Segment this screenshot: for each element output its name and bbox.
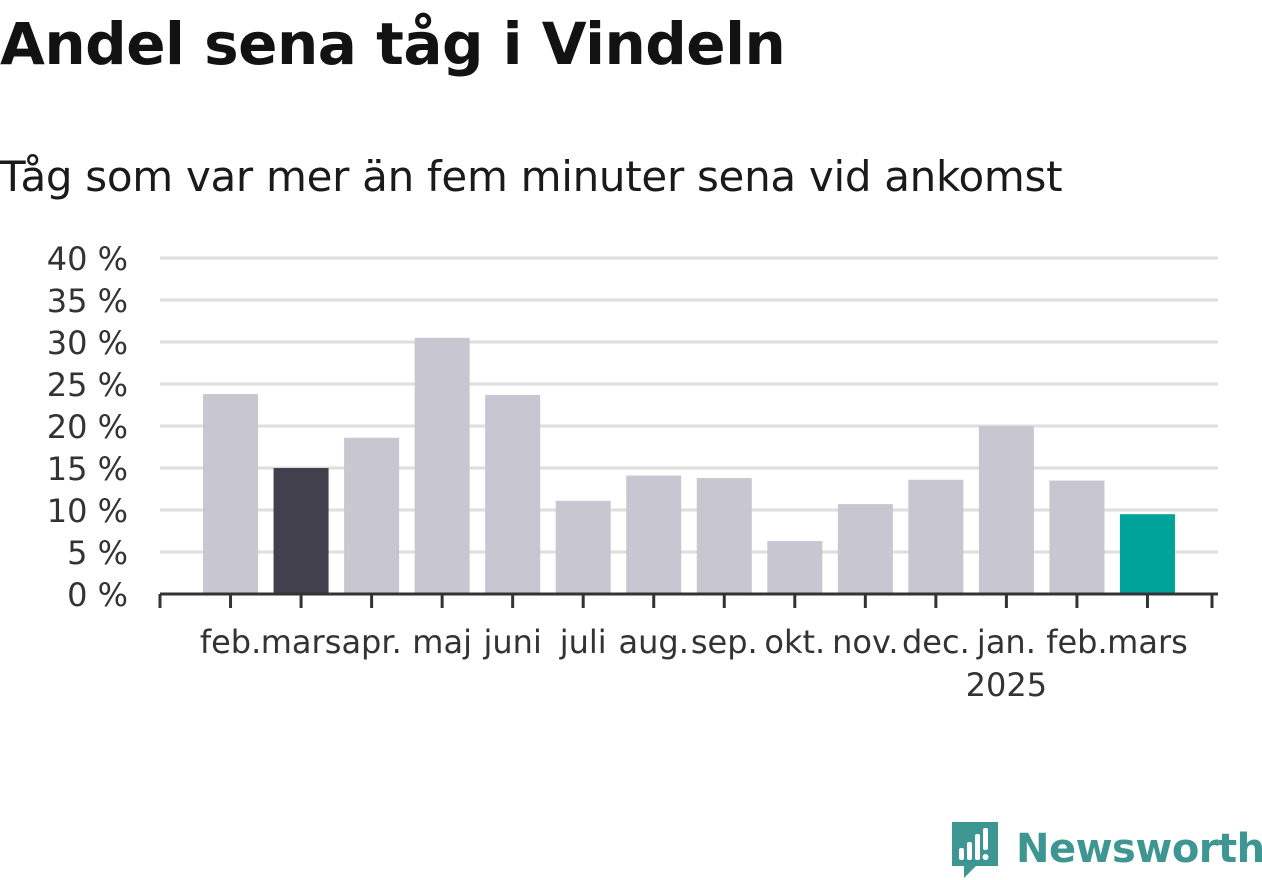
x-tick-label: feb.	[1046, 623, 1107, 661]
x-tick-label: juli	[559, 623, 607, 661]
chart-subtitle: Tåg som var mer än fem minuter sena vid …	[0, 152, 1063, 201]
x-tick-label: apr.	[341, 623, 401, 661]
y-tick-label: 5 %	[67, 534, 128, 572]
bar	[626, 475, 682, 594]
bar	[767, 541, 823, 594]
bar	[837, 504, 893, 594]
x-tick-label: mars	[1107, 623, 1188, 661]
bar	[273, 468, 329, 594]
bar	[1049, 480, 1105, 594]
y-axis-tick-labels: 0 % 5 % 10 % 15 % 20 % 25 % 30 % 35 % 40 %	[47, 240, 128, 614]
x-tick-label: mars	[261, 623, 342, 661]
newsworthy-logo-icon	[952, 822, 998, 878]
bar	[978, 426, 1034, 594]
y-tick-label: 40 %	[47, 240, 128, 278]
bar	[908, 479, 964, 594]
x-tick-label: juni	[482, 623, 541, 661]
x-tick-label: sep.	[691, 623, 758, 661]
x-axis-tick-labels: feb. mars apr. maj juni juli aug. sep. okt. nov. d…	[200, 623, 1188, 704]
bar	[1119, 514, 1175, 594]
bar	[414, 337, 470, 594]
newsworthy-logo: Newsworthy	[950, 818, 1262, 880]
x-tick-label: maj	[412, 623, 472, 661]
chart-title: Andel sena tåg i Vindeln	[0, 10, 786, 78]
x-tick-year-label: 2025	[966, 666, 1047, 704]
bars	[203, 337, 1175, 594]
bar	[344, 437, 400, 594]
x-axis	[158, 592, 1218, 608]
y-tick-label: 25 %	[47, 366, 128, 404]
x-tick-label: nov.	[832, 623, 898, 661]
bar	[203, 394, 259, 594]
x-tick-label: okt.	[764, 623, 825, 661]
gridlines	[160, 256, 1218, 554]
x-tick-label: jan.	[976, 623, 1036, 661]
y-tick-label: 20 %	[47, 408, 128, 446]
y-tick-label: 15 %	[47, 450, 128, 488]
bar	[555, 500, 611, 594]
y-tick-label: 30 %	[47, 324, 128, 362]
bar	[485, 394, 541, 594]
x-tick-label: dec.	[902, 623, 970, 661]
y-tick-label: 35 %	[47, 282, 128, 320]
x-tick-label: aug.	[619, 623, 689, 661]
bar	[696, 478, 752, 594]
x-tick-label: feb.	[200, 623, 261, 661]
logo-text: Newsworthy	[1016, 826, 1262, 872]
y-tick-label: 10 %	[47, 492, 128, 530]
y-tick-label: 0 %	[67, 576, 128, 614]
